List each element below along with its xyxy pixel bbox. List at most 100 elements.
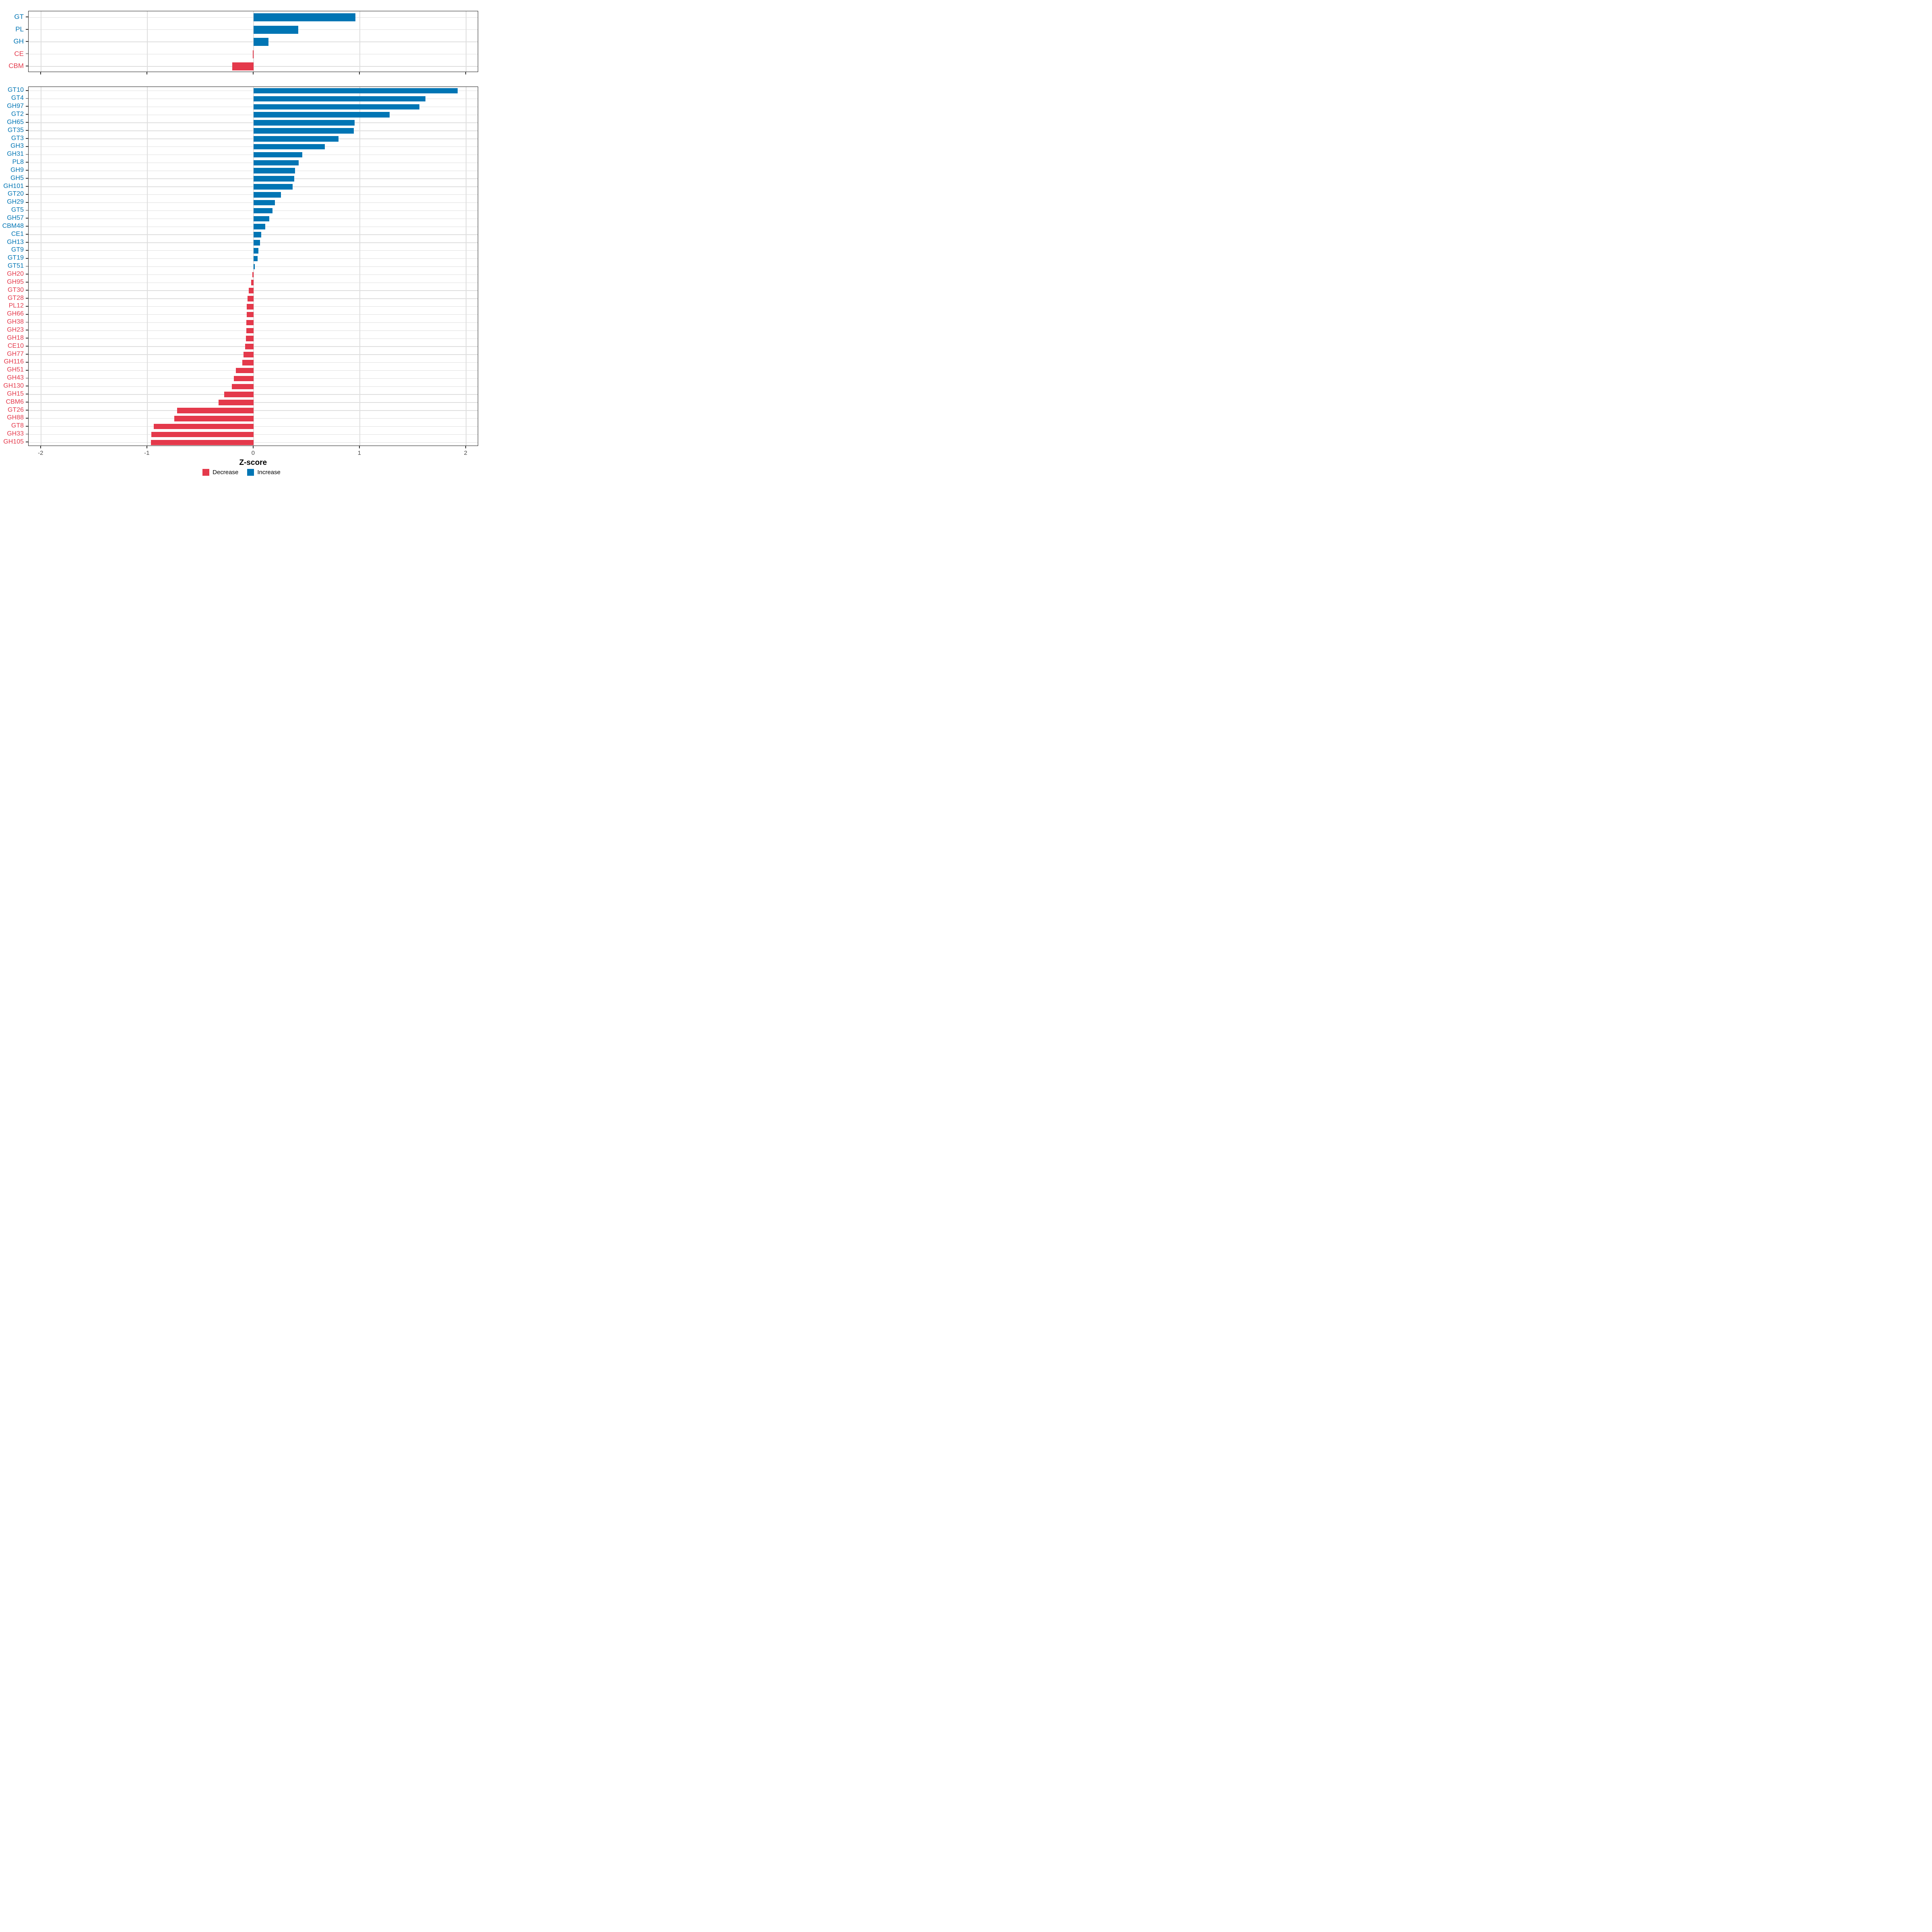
vertical-gridline [253,87,254,446]
bar-GT20 [253,192,281,198]
bar-GH77 [243,352,254,357]
y-tick [25,250,28,251]
y-label-PL: PL [15,25,24,33]
bar-PL12 [247,303,254,310]
y-label-GH38: GH38 [7,318,24,326]
y-label-GT8: GT8 [11,422,24,429]
y-tick [25,369,28,371]
bar-PL [253,25,298,34]
y-tick [25,425,28,427]
y-tick [25,266,28,267]
bar-GT30 [248,288,254,293]
bar-GH9 [253,168,295,174]
y-tick [25,146,28,147]
bar-GH66 [246,312,254,318]
y-tick [25,194,28,195]
bar-GT28 [248,296,254,301]
bar-GH13 [253,240,260,246]
y-tick [25,378,28,379]
y-tick [25,98,28,99]
y-tick [25,114,28,115]
y-label-GT19: GT19 [7,254,24,262]
x-tick-label-2: 2 [464,450,467,457]
row-gridline [29,202,478,203]
y-label-GH5: GH5 [10,174,24,182]
bar-GT51 [253,264,255,270]
bar-CBM6 [218,400,254,405]
bar-GT2 [253,112,390,118]
x-tick-label-1: 1 [357,450,361,457]
y-label-GH23: GH23 [7,326,24,334]
y-label-GH43: GH43 [7,374,24,382]
y-tick [25,154,28,155]
y-label-CE10: CE10 [7,342,24,349]
bar-CE1 [253,232,261,237]
y-label-GT3: GT3 [11,134,24,142]
y-tick [25,433,28,435]
x-tick-label-0: 0 [251,450,255,457]
decrease-legend-swatch [202,469,210,476]
y-label-GH65: GH65 [7,118,24,126]
y-label-GT26: GT26 [7,406,24,413]
y-tick [25,314,28,315]
y-tick [25,122,28,123]
row-gridline [29,194,478,195]
y-label-GT28: GT28 [7,294,24,301]
bar-GT4 [253,96,426,102]
y-label-GH3: GH3 [10,142,24,150]
y-label-GT5: GT5 [11,206,24,214]
y-label-CE1: CE1 [11,230,24,237]
x-tick-label--2: -2 [38,450,43,457]
bar-GT [253,13,356,22]
x-tick [465,446,466,449]
row-gridline [29,130,478,131]
y-tick [25,178,28,179]
bar-GH33 [151,431,254,438]
bar-GT26 [177,408,254,413]
y-label-GH57: GH57 [7,215,24,222]
x-tick [359,446,360,449]
y-tick [25,170,28,171]
bar-GH5 [253,176,295,182]
row-gridline [29,266,478,267]
y-label-GH105: GH105 [3,438,24,445]
y-tick [25,274,28,275]
y-label-GH97: GH97 [7,103,24,110]
y-tick [25,41,28,42]
x-tick [465,72,466,75]
row-gridline [29,178,478,179]
bar-GH43 [233,376,254,382]
y-tick [25,338,28,339]
y-label-GH95: GH95 [7,278,24,285]
y-tick [25,234,28,235]
bar-GH [253,38,268,46]
vertical-gridline [359,87,360,446]
y-tick [25,290,28,291]
bar-GH31 [253,152,303,158]
y-label-GH29: GH29 [7,198,24,206]
y-label-CBM6: CBM6 [6,398,24,405]
bar-CBM [232,62,254,71]
zscore-bar-chart-figure: GT PL GH CE CBM GT10 GT4 GH97 GT2 GH65 GT35 GT3 GH3 G… [0,0,483,483]
y-label-GH101: GH101 [3,182,24,190]
vertical-gridline [147,87,148,446]
family-panel [28,86,479,446]
x-tick [40,72,41,75]
x-tick [252,446,254,449]
bar-GH3 [253,144,325,150]
y-tick [25,186,28,187]
y-label-GT35: GT35 [7,126,24,134]
bar-GH65 [253,120,355,126]
class-panel [28,11,479,72]
bar-GH116 [242,359,254,365]
vertical-gridline [359,11,360,72]
bar-GH105 [151,440,254,446]
bar-GH51 [236,367,254,374]
y-label-GT20: GT20 [7,190,24,198]
bar-GH38 [246,320,254,326]
bar-GH95 [251,280,254,285]
row-gridline [29,138,478,139]
y-label-GT2: GT2 [11,110,24,118]
row-gridline [29,122,478,123]
x-axis-title: Z-score [239,458,267,467]
